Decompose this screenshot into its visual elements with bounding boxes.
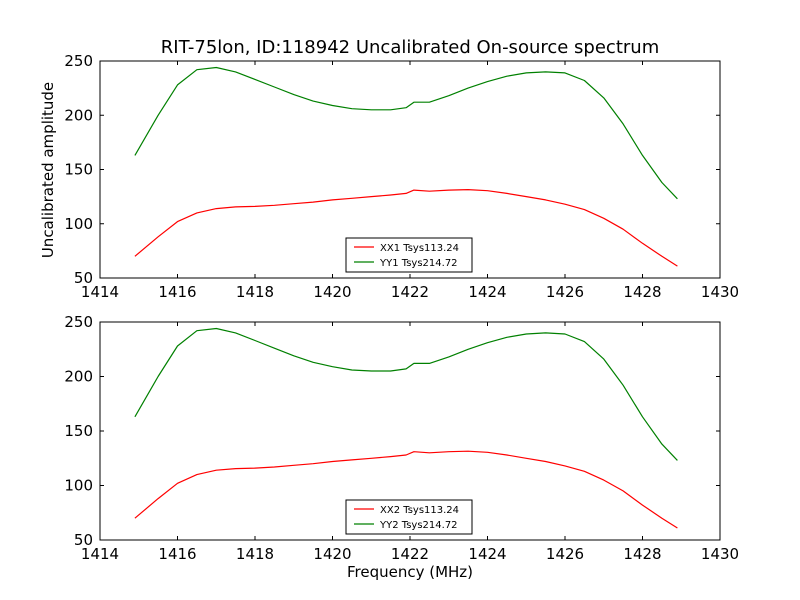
- x-axis-label: Frequency (MHz): [347, 563, 473, 581]
- x-tick-label: 1416: [158, 283, 196, 301]
- panel-1: 1414 1416 1418 1420 1422 1424 1426 1428 1430 50 10…: [64, 52, 739, 301]
- series-line-xx: [134, 450, 678, 529]
- y-tick-label: 150: [64, 422, 93, 440]
- y-tick-label: 100: [64, 477, 93, 495]
- y-tick-label: 250: [64, 313, 93, 331]
- panel-2: 1414 1416 1418 1420 1422 1424 1426 1428 1430 50 10…: [64, 313, 739, 563]
- x-tick-label: 1424: [468, 545, 506, 563]
- x-tick-label: 1418: [236, 283, 274, 301]
- plot-panels: 1414 1416 1418 1420 1422 1424 1426 1428 1430 50 10…: [64, 52, 739, 563]
- x-tick-label: 1426: [546, 545, 584, 563]
- x-tick-label: 1422: [391, 545, 429, 563]
- legend-entry: YY1 Tsys214.72: [379, 258, 458, 269]
- legend-box: [345, 237, 473, 273]
- legend-box: [345, 499, 473, 535]
- legend-entry: XX2 Tsys113.24: [380, 505, 459, 516]
- x-tick-label: 1418: [236, 545, 274, 563]
- y-axis-label: Uncalibrated amplitude: [39, 82, 57, 258]
- y-tick-label: 200: [64, 368, 93, 386]
- x-tick-label: 1414: [81, 545, 119, 563]
- x-tick-label: 1424: [468, 283, 506, 301]
- chart-title: RIT-75lon, ID:118942 Uncalibrated On-sou…: [161, 37, 659, 58]
- x-tick-label: 1426: [546, 283, 584, 301]
- legend: XX1 Tsys113.24 YY1 Tsys214.72: [345, 237, 473, 273]
- x-tick-label: 1430: [701, 545, 739, 563]
- x-tick-label: 1416: [158, 545, 196, 563]
- legend-entry: XX1 Tsys113.24: [380, 243, 459, 254]
- legend-entry: YY2 Tsys214.72: [379, 520, 458, 531]
- x-tick-label: 1414: [81, 283, 119, 301]
- x-tick-label: 1428: [623, 545, 661, 563]
- series-line-xx: [134, 189, 678, 267]
- x-tick-label: 1422: [391, 283, 429, 301]
- y-tick-label: 250: [64, 52, 93, 70]
- y-tick-label: 100: [64, 215, 93, 233]
- y-tick-label: 200: [64, 106, 93, 124]
- x-tick-label: 1428: [623, 283, 661, 301]
- series-line-yy: [134, 327, 678, 461]
- legend: XX2 Tsys113.24 YY2 Tsys214.72: [345, 499, 473, 535]
- x-tick-label: 1420: [313, 283, 351, 301]
- x-tick-label: 1420: [313, 545, 351, 563]
- series-line-yy: [134, 66, 678, 200]
- y-tick-label: 150: [64, 161, 93, 179]
- x-tick-label: 1430: [701, 283, 739, 301]
- y-tick-label: 50: [74, 269, 93, 287]
- y-tick-label: 50: [74, 531, 93, 549]
